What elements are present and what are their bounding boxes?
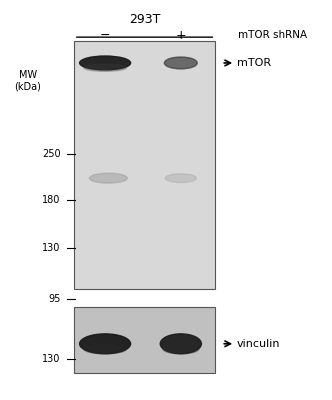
Text: mTOR shRNA: mTOR shRNA xyxy=(238,30,307,40)
Ellipse shape xyxy=(164,57,197,69)
Ellipse shape xyxy=(163,344,199,354)
Text: 95: 95 xyxy=(48,294,61,304)
Ellipse shape xyxy=(84,64,126,71)
Bar xyxy=(74,307,215,373)
Text: 250: 250 xyxy=(42,149,61,159)
Text: +: + xyxy=(176,29,186,42)
Text: vinculin: vinculin xyxy=(237,339,280,349)
Text: 293T: 293T xyxy=(129,13,160,26)
Ellipse shape xyxy=(80,334,130,354)
Ellipse shape xyxy=(84,344,126,354)
Ellipse shape xyxy=(165,174,197,182)
Text: 130: 130 xyxy=(42,243,61,253)
Text: 180: 180 xyxy=(42,195,61,205)
Ellipse shape xyxy=(89,173,127,183)
Text: mTOR: mTOR xyxy=(237,58,271,68)
Text: 130: 130 xyxy=(42,354,61,364)
Text: −: − xyxy=(100,29,110,42)
Ellipse shape xyxy=(80,56,130,70)
Ellipse shape xyxy=(160,334,202,354)
Text: MW
(kDa): MW (kDa) xyxy=(14,70,41,92)
Bar xyxy=(74,41,215,289)
